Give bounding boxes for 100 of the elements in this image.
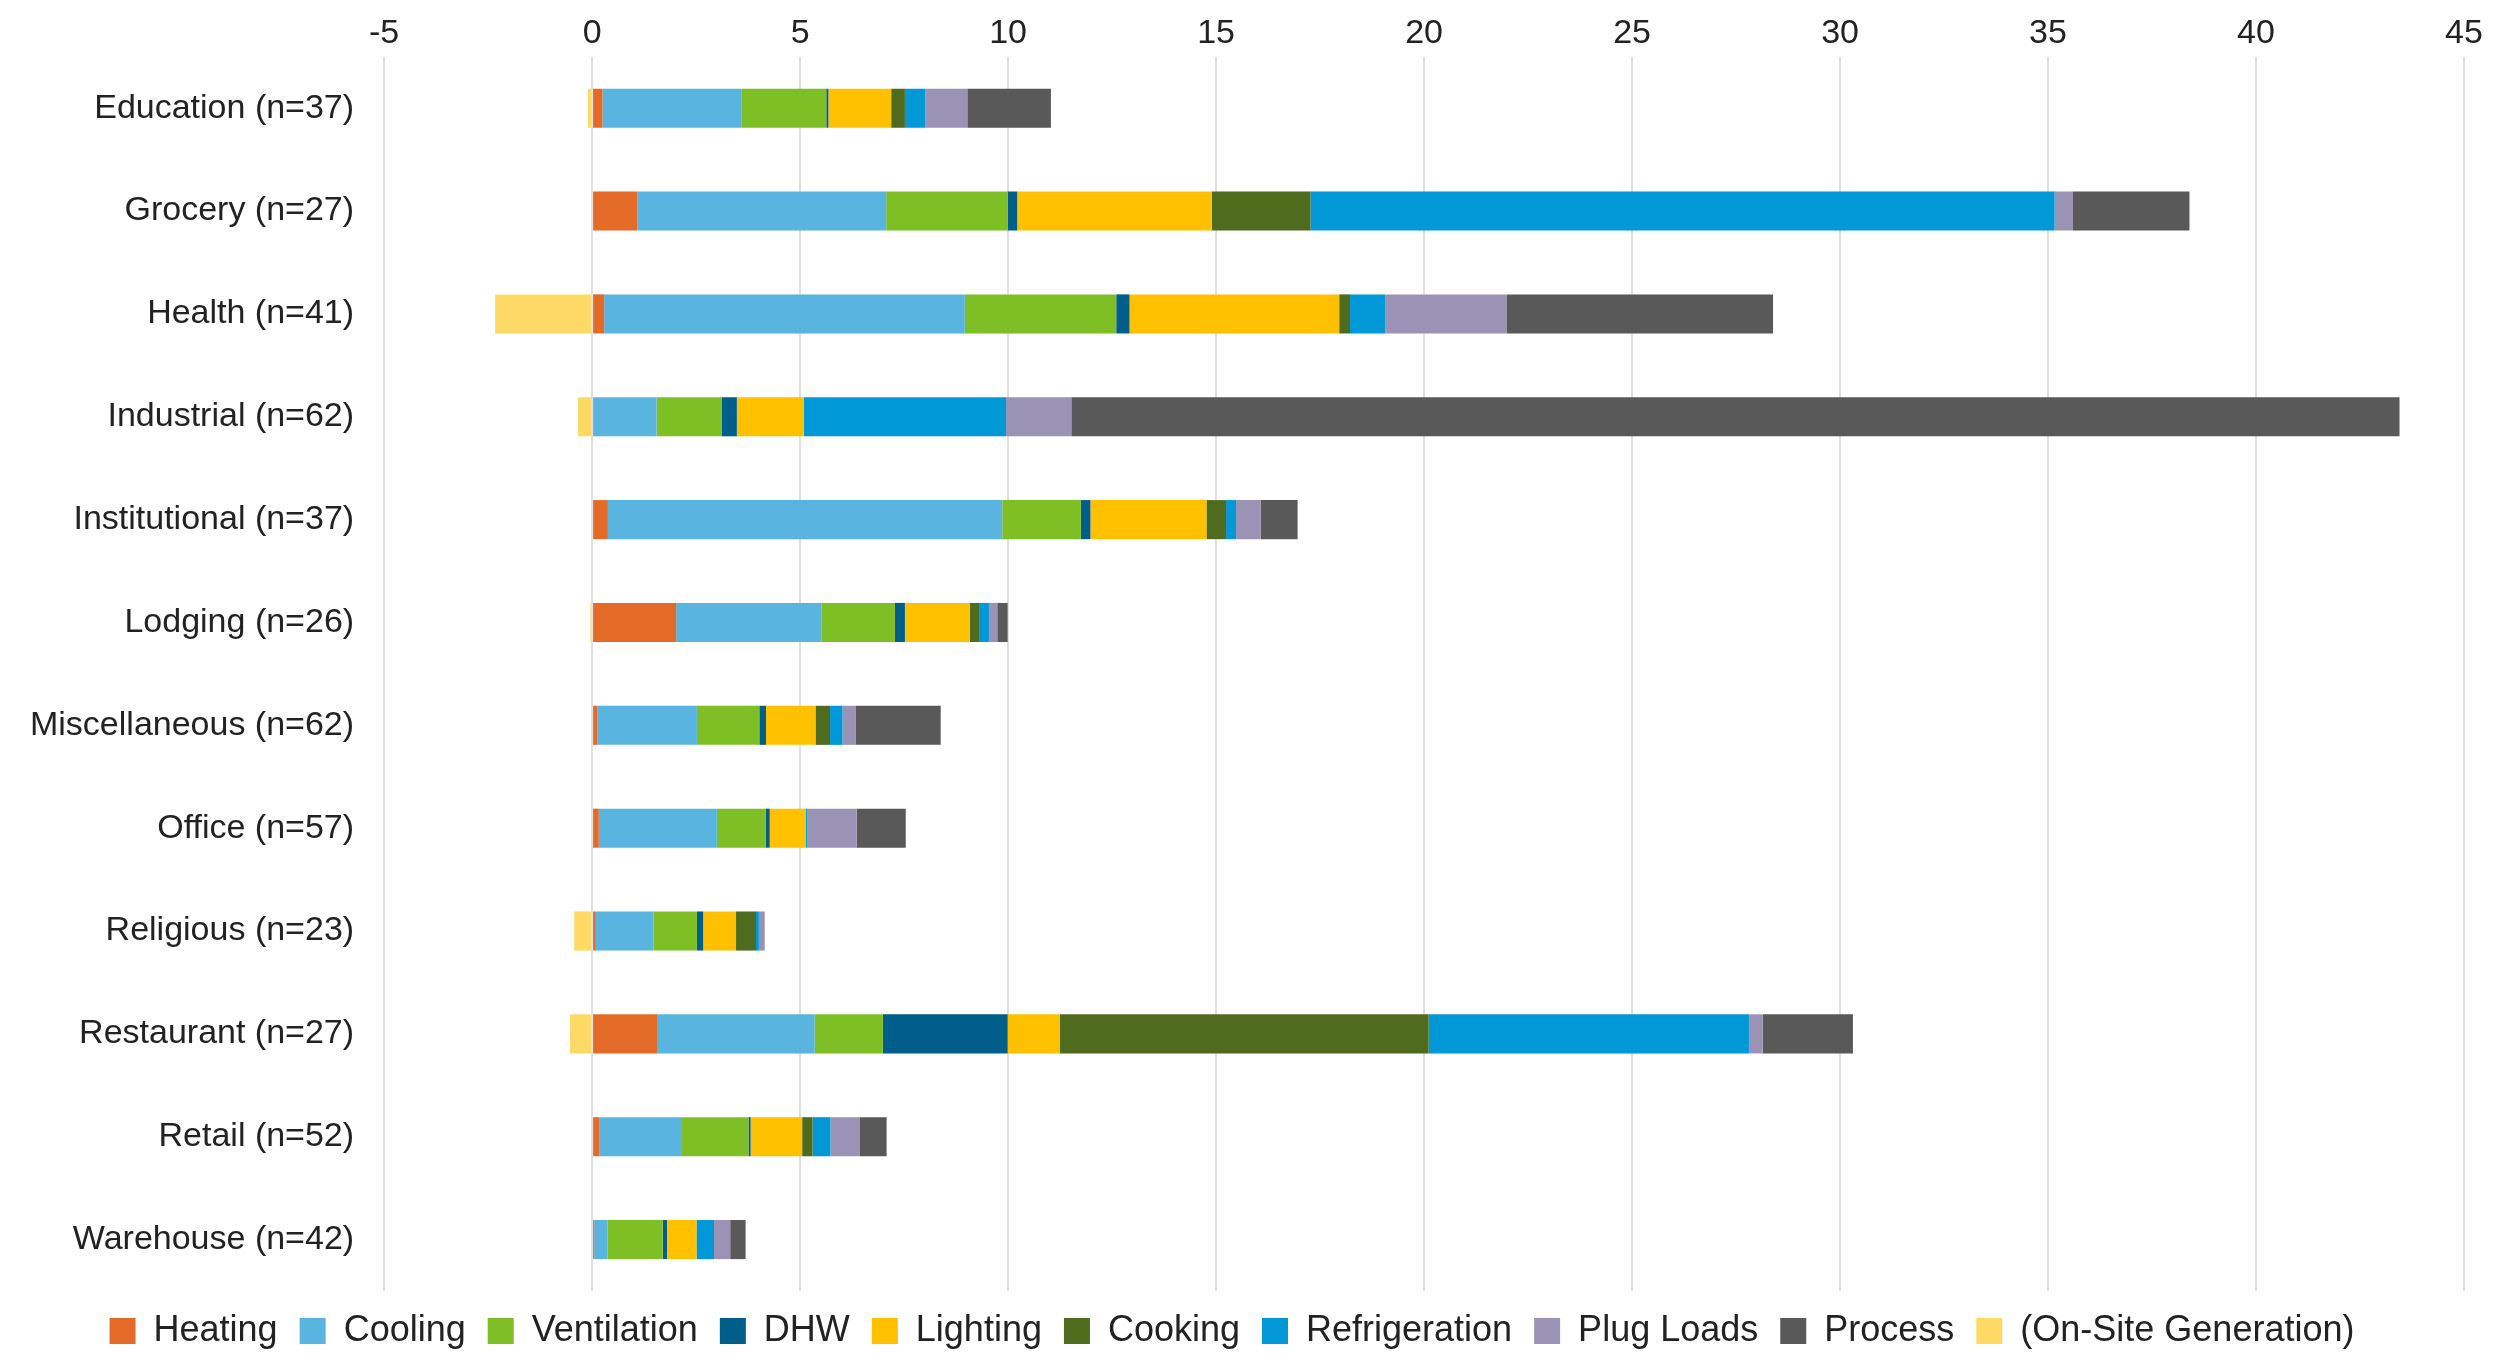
legend-label: Plug Loads	[1578, 1307, 1759, 1349]
bar	[607, 500, 1003, 540]
legend-label: Cooking	[1107, 1307, 1241, 1349]
legend-label: Lighting	[915, 1307, 1042, 1349]
y-tick-label: Education (n=37)	[94, 86, 355, 125]
legend-label: DHW	[763, 1307, 850, 1349]
bar	[604, 294, 965, 334]
bar	[1762, 1014, 1853, 1054]
bar	[830, 705, 843, 745]
x-tick-label: 25	[1613, 11, 1651, 50]
bar	[703, 911, 737, 951]
bar	[802, 1117, 813, 1157]
bar	[979, 602, 989, 643]
bar	[676, 602, 822, 643]
x-tick-label: 15	[1197, 11, 1235, 50]
bar	[713, 1220, 731, 1260]
bar	[756, 911, 759, 951]
bar	[815, 705, 831, 745]
bar	[741, 88, 827, 128]
y-tick-label: Miscellaneous (n=62)	[29, 703, 355, 742]
bar	[696, 705, 760, 745]
bar	[765, 808, 770, 848]
bar	[602, 88, 742, 128]
bar	[656, 397, 722, 437]
bar	[1506, 294, 1774, 334]
bar	[593, 1014, 657, 1054]
bar	[597, 705, 697, 745]
bar	[607, 1220, 663, 1260]
bar	[593, 1117, 600, 1157]
bar	[721, 397, 737, 437]
bar	[750, 1117, 803, 1157]
bar	[969, 602, 980, 643]
y-tick-label: Grocery (n=27)	[124, 189, 355, 228]
legend-label: Cooling	[343, 1307, 466, 1349]
legend-label: Ventilation	[531, 1307, 698, 1349]
bar	[821, 602, 895, 643]
bar	[1090, 500, 1207, 540]
x-tick-label: -5	[369, 11, 400, 50]
bar	[1116, 294, 1130, 334]
bar	[696, 1220, 714, 1260]
bar	[593, 705, 598, 745]
bar	[1350, 294, 1386, 334]
bar	[988, 602, 998, 643]
x-tick-label: 5	[790, 11, 810, 50]
bar	[1236, 500, 1261, 540]
bar	[666, 1220, 697, 1260]
bar	[653, 911, 697, 951]
bar	[807, 808, 857, 848]
bar	[765, 705, 816, 745]
bar	[598, 808, 717, 848]
bar	[593, 397, 657, 437]
bar	[593, 191, 638, 231]
y-tick-label: Retail (n=52)	[158, 1115, 355, 1154]
bar	[1339, 294, 1351, 334]
bar	[1006, 397, 1072, 437]
bar	[856, 808, 906, 848]
bar	[736, 911, 756, 951]
bar	[2072, 191, 2190, 231]
bar	[748, 1117, 751, 1157]
bar	[882, 1014, 1008, 1054]
bar	[997, 602, 1008, 643]
bar	[894, 602, 905, 643]
bar	[828, 88, 892, 128]
bar	[599, 1117, 682, 1157]
bar	[593, 911, 596, 951]
bar	[814, 1014, 883, 1054]
bar	[842, 705, 856, 745]
bar	[1007, 1014, 1060, 1054]
y-tick-label: Institutional (n=37)	[73, 498, 355, 536]
y-tick-label: Office (n=57)	[157, 806, 355, 845]
bar	[593, 88, 603, 128]
bar	[716, 808, 766, 848]
y-tick-label: Industrial (n=62)	[107, 395, 355, 434]
bar	[1071, 397, 2400, 437]
bar	[904, 602, 970, 643]
bar	[803, 397, 1006, 437]
y-tick-label: Health (n=41)	[147, 292, 355, 331]
bar	[1428, 1014, 1749, 1054]
bar	[593, 500, 608, 540]
legend-label: Heating	[153, 1307, 278, 1349]
bar	[730, 1220, 746, 1260]
bar	[1310, 191, 2055, 231]
bar	[812, 1117, 831, 1157]
bar	[855, 705, 941, 745]
bar	[1080, 500, 1091, 540]
x-tick-label: 10	[989, 11, 1027, 50]
bar	[1059, 1014, 1429, 1054]
bar	[656, 1014, 815, 1054]
bar	[593, 808, 599, 848]
bar	[1007, 191, 1018, 231]
bar	[964, 294, 1117, 334]
legend-label: Refrigeration	[1306, 1307, 1513, 1349]
x-tick-label: 0	[582, 11, 602, 50]
bar	[758, 911, 765, 951]
bar	[637, 191, 887, 231]
bar	[662, 1220, 667, 1260]
x-tick-label: 45	[2445, 11, 2483, 50]
legend-label: (On-Site Generation)	[2020, 1307, 2355, 1349]
bar	[593, 602, 677, 643]
bar	[594, 1220, 608, 1260]
